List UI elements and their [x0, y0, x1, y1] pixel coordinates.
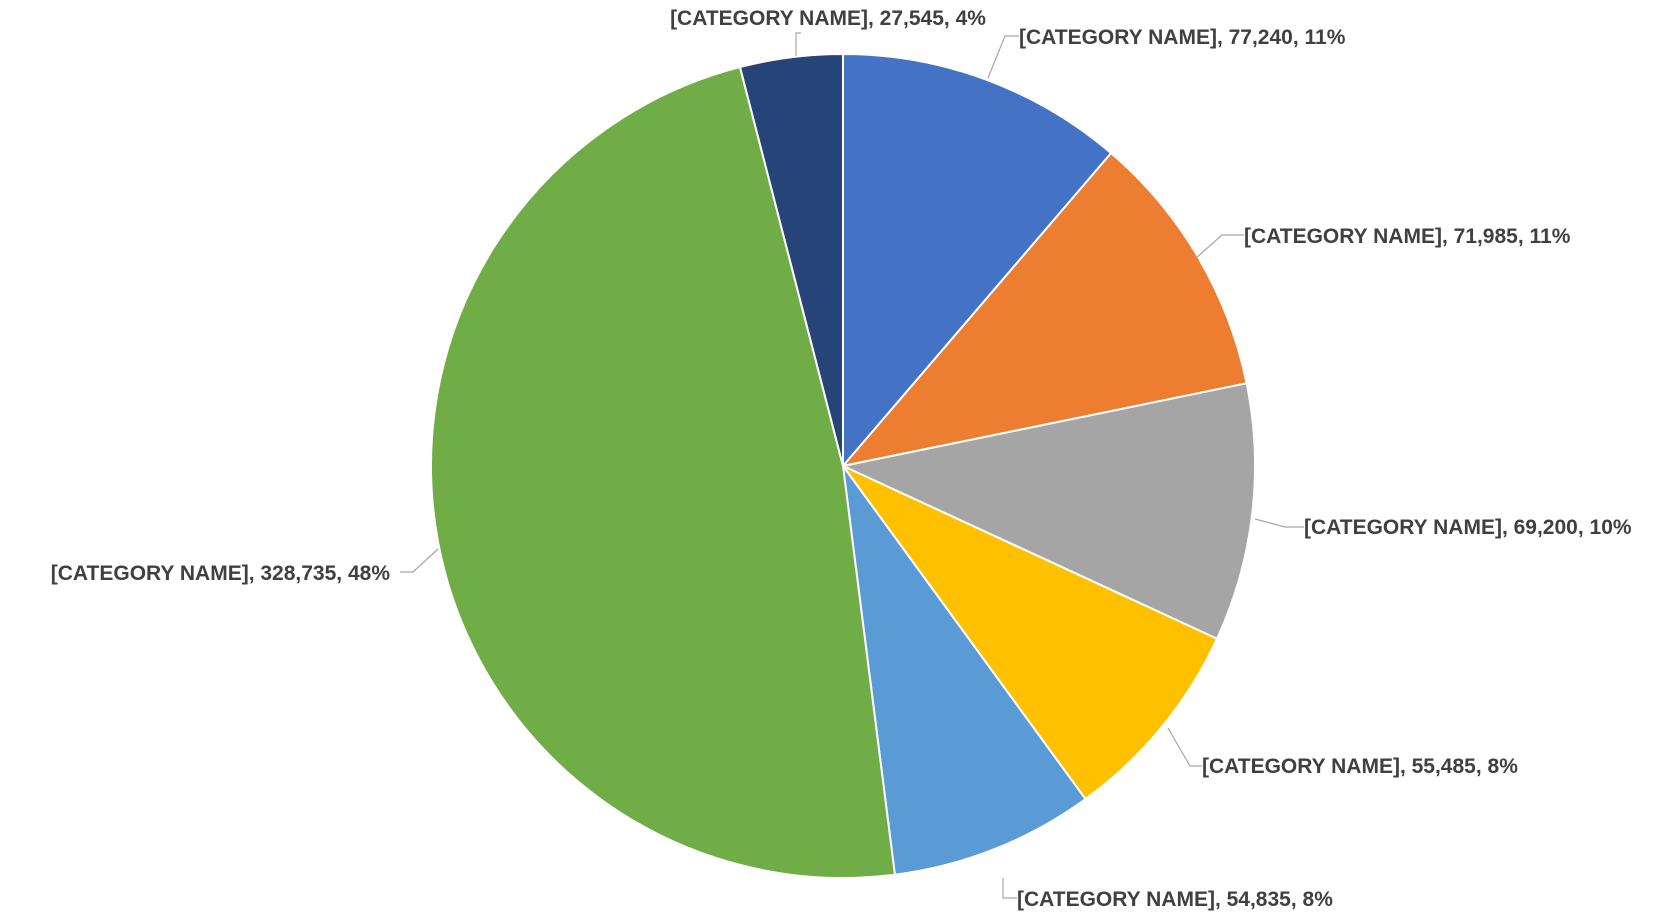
data-label-7: [CATEGORY NAME], 27,545, 4%	[670, 7, 986, 30]
data-label-1: [CATEGORY NAME], 77,240, 11%	[1019, 26, 1346, 49]
data-label-4: [CATEGORY NAME], 55,485, 8%	[1202, 755, 1518, 778]
data-label-5: [CATEGORY NAME], 54,835, 8%	[1017, 888, 1333, 911]
pie-slices	[431, 54, 1255, 878]
leader-line-3	[1255, 519, 1304, 527]
leader-line-2	[1196, 235, 1244, 258]
data-label-3: [CATEGORY NAME], 69,200, 10%	[1304, 516, 1632, 539]
leader-line-1	[988, 36, 1019, 78]
leader-line-6	[400, 549, 438, 572]
leader-line-4	[1168, 728, 1202, 766]
data-label-2: [CATEGORY NAME], 71,985, 11%	[1244, 225, 1571, 248]
data-label-6: [CATEGORY NAME], 328,735, 48%	[51, 562, 391, 585]
leader-line-7	[796, 33, 801, 56]
leader-line-5	[1003, 878, 1017, 898]
